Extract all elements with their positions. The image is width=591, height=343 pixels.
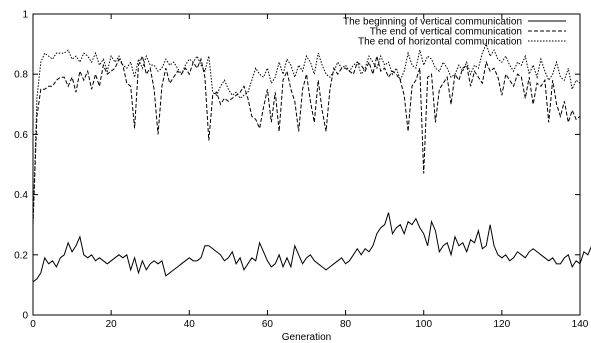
series-line-dotted — [32, 42, 581, 225]
axis-ticks: 0 20 40 60 80 100 120 140 0 0.2 0.4 0.6 0.8 1 — [14, 10, 589, 331]
x-tick-label: 120 — [494, 319, 511, 330]
legend: The beginning of vertical communicationT… — [343, 17, 566, 48]
y-tick-label: 0.2 — [14, 250, 28, 261]
x-tick-label: 40 — [184, 319, 196, 330]
x-tick-label: 20 — [106, 319, 118, 330]
plot-frame — [32, 13, 581, 316]
x-tick-label: 0 — [30, 319, 36, 330]
x-tick-label: 100 — [415, 319, 432, 330]
y-tick-label: 0.4 — [14, 190, 28, 201]
x-tick-label: 80 — [340, 319, 352, 330]
series-line-dashed — [32, 54, 581, 225]
series-line-solid — [32, 212, 591, 283]
y-tick-label: 0 — [22, 311, 28, 322]
y-tick-label: 1 — [22, 10, 28, 21]
plot-border — [32, 13, 581, 316]
x-tick-label: 140 — [572, 319, 589, 330]
legend-label: The end of horizontal communication — [358, 37, 522, 48]
y-tick-label: 0.6 — [14, 130, 28, 141]
y-tick-label: 0.8 — [14, 70, 28, 81]
x-tick-label: 60 — [262, 319, 274, 330]
series-lines — [32, 42, 591, 283]
legend-label: The beginning of vertical communication — [343, 17, 522, 28]
legend-label: The end of vertical communication — [370, 27, 522, 38]
x-axis-label: Generation — [282, 332, 331, 343]
